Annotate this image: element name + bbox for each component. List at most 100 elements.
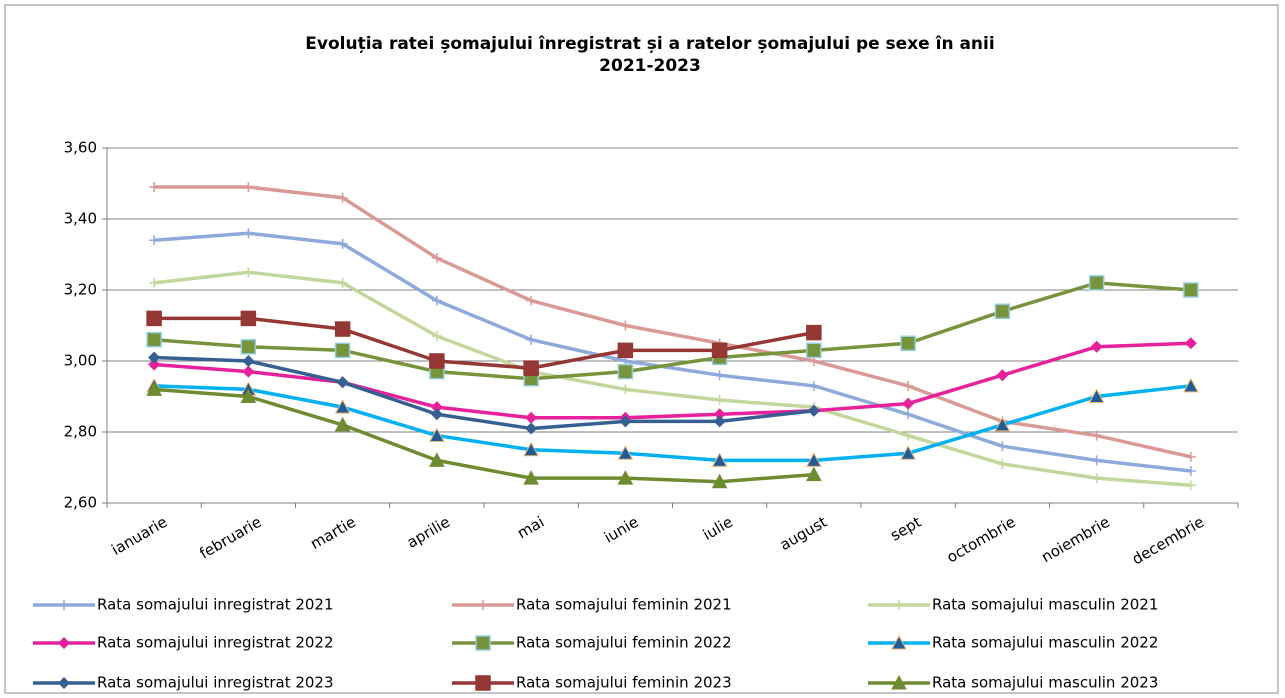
marker [711,473,728,489]
marker [1090,340,1103,353]
marker [1185,466,1196,477]
y-tick-label: 3,20 [64,281,97,299]
marker [58,637,70,649]
marker [431,331,442,342]
marker [713,408,726,421]
marker [806,324,822,341]
marker [620,384,631,395]
marker [429,353,445,369]
marker [146,310,162,327]
marker [149,182,160,193]
line [153,281,1192,381]
legend-label: Rata somajului inregistrat 2023 [97,674,334,692]
marker [243,182,254,193]
marker [475,635,491,651]
marker [1183,282,1199,298]
marker [617,363,634,380]
marker [713,415,726,428]
line [154,384,1192,463]
marker [475,675,491,691]
series [149,182,1196,462]
marker [1091,455,1102,466]
marker [806,452,822,467]
marker [242,355,255,367]
legend-label: Rata somajului masculin 2023 [932,674,1158,692]
y-tick-label: 2,80 [64,423,97,441]
marker [891,674,907,690]
marker [337,238,348,249]
marker [478,600,488,610]
marker [620,320,631,331]
series [146,381,822,489]
marker [903,430,914,441]
marker [243,267,254,278]
marker [59,600,69,610]
marker [240,310,257,327]
legend-label: Rata somajului feminin 2021 [516,596,732,614]
marker [526,334,537,345]
legend-label: Rata somajului inregistrat 2021 [97,596,334,614]
marker [900,445,916,460]
marker [1185,480,1196,491]
marker [431,295,442,306]
marker [1185,451,1196,462]
marker [807,404,820,417]
marker [903,409,914,420]
marker [431,253,442,264]
line [153,387,815,484]
marker [58,677,70,689]
marker [149,235,160,246]
marker [523,470,539,485]
series [146,310,822,376]
legend-label: Rata somajului feminin 2023 [516,674,732,692]
marker [994,303,1011,320]
line [154,355,815,431]
marker [617,445,634,460]
series [149,228,1196,477]
marker [806,466,822,482]
marker [900,335,916,351]
marker [429,427,445,443]
line [154,185,1192,459]
marker [243,228,254,239]
marker [149,277,160,288]
legend-label: Rata somajului inregistrat 2022 [97,634,334,652]
marker [714,395,725,406]
line [153,270,1192,487]
marker [894,600,904,610]
marker [337,192,348,203]
legend-label: Rata somajului masculin 2022 [932,634,1158,652]
y-tick-label: 3,60 [64,139,97,157]
marker [526,295,537,306]
series [146,377,1199,467]
series [148,351,820,435]
marker [891,634,907,650]
marker [523,360,539,376]
line [153,231,1192,473]
marker [808,380,819,391]
marker [430,401,443,414]
marker [240,339,257,355]
marker [1091,430,1102,441]
marker [617,342,634,359]
marker [711,342,728,359]
marker [903,380,914,391]
marker [148,351,161,364]
marker [1184,337,1197,350]
y-tick-label: 2,60 [64,494,97,512]
marker [1088,388,1105,403]
marker [336,376,349,389]
marker [1088,275,1105,291]
marker [148,358,161,371]
marker [997,441,1008,452]
marker [334,342,351,359]
marker [617,470,634,485]
marker [334,399,351,414]
marker [902,397,915,410]
marker [240,388,257,403]
legend-label: Rata somajului masculin 2021 [932,596,1158,614]
marker [996,369,1009,382]
marker [525,411,538,424]
marker [337,277,348,288]
